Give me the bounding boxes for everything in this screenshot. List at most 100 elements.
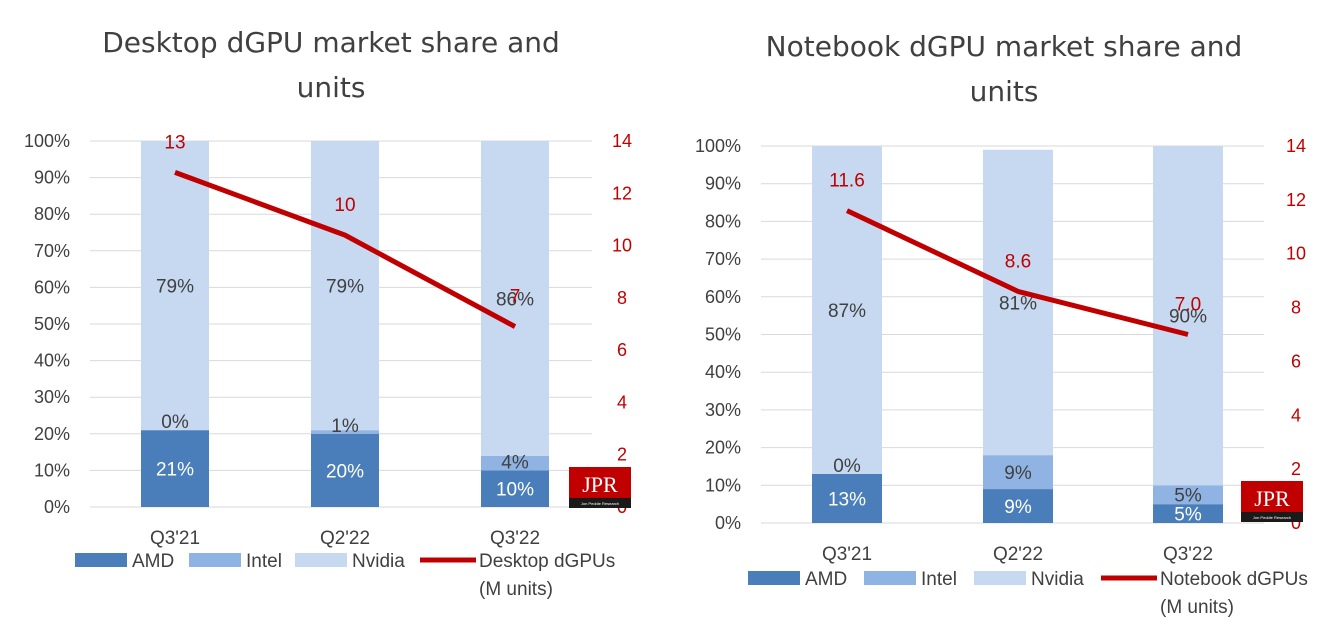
desktop-bar-amd — [481, 470, 549, 507]
desktop-y2-tick-label: 12 — [612, 183, 632, 203]
desktop-category-label: Q3'21 — [150, 528, 200, 549]
desktop-label-intel: 4% — [501, 452, 529, 473]
desktop-chart: Desktop dGPU market share and units 0% 10% 2… — [24, 26, 632, 600]
notebook-category-label: Q3'22 — [1163, 544, 1213, 565]
notebook-label-nvidia: 90% — [1169, 307, 1207, 328]
desktop-label-amd: 20% — [326, 461, 364, 482]
notebook-label-intel: 9% — [1004, 463, 1032, 484]
notebook-y2-tick-label: 10 — [1286, 244, 1306, 264]
notebook-legend-swatch-intel — [864, 571, 916, 585]
notebook-legend-swatch-amd — [748, 571, 800, 585]
notebook-y-tick-label: 10% — [705, 475, 741, 495]
desktop-y2-tick-label: 14 — [612, 131, 632, 151]
desktop-legend-label-amd: AMD — [132, 551, 174, 572]
notebook-bar-amd — [983, 489, 1053, 523]
notebook-y-tick-label: 40% — [705, 362, 741, 382]
notebook-y-tick-label: 80% — [705, 211, 741, 231]
desktop-y-tick-label: 30% — [34, 387, 70, 407]
notebook-y-tick-label: 90% — [705, 174, 741, 194]
desktop-units-label: 10 — [334, 195, 355, 216]
desktop-legend: AMD Intel Nvidia Desktop dGPUs (M units) — [75, 551, 615, 600]
desktop-y-tick-label: 40% — [34, 351, 70, 371]
desktop-label-intel: 0% — [161, 412, 189, 433]
notebook-bar-nvidia — [1153, 146, 1223, 486]
desktop-label-amd: 10% — [496, 480, 534, 501]
svg-text:JPR: JPR — [582, 472, 618, 497]
notebook-bar-amd — [1153, 504, 1223, 523]
desktop-legend-swatch-nvidia — [295, 553, 347, 567]
desktop-legend-swatch-intel — [189, 553, 241, 567]
notebook-bar-intel — [1153, 485, 1223, 505]
notebook-y-tick-label: 100% — [695, 136, 741, 156]
notebook-label-intel: 0% — [833, 456, 861, 477]
desktop-legend-swatch-amd — [75, 553, 127, 567]
notebook-category-label: Q2'22 — [993, 544, 1043, 565]
desktop-legend-label-nvidia: Nvidia — [352, 551, 405, 572]
desktop-bar-intel — [481, 455, 549, 471]
svg-text:Jon Peddie Research: Jon Peddie Research — [581, 501, 619, 506]
notebook-label-amd: 5% — [1174, 505, 1202, 526]
desktop-bar-nvidia — [311, 141, 379, 431]
desktop-y-tick-label: 90% — [34, 168, 70, 188]
desktop-category-label: Q3'22 — [490, 528, 540, 549]
notebook-legend-label-units: (M units) — [1160, 597, 1234, 618]
notebook-legend-label-nvidia: Nvidia — [1031, 569, 1084, 590]
desktop-label-intel: 1% — [331, 416, 359, 437]
desktop-y-tick-label: 60% — [34, 277, 70, 297]
notebook-chart: Notebook dGPU market share and units 0% 10%… — [695, 30, 1308, 618]
desktop-legend-label-units: Desktop dGPUs — [479, 551, 615, 572]
notebook-y-tick-label: 30% — [705, 400, 741, 420]
notebook-chart-title-line: units — [970, 75, 1039, 108]
desktop-bar-amd — [311, 433, 379, 507]
desktop-y-tick-label: 50% — [34, 314, 70, 334]
desktop-bar-intel — [311, 430, 379, 434]
desktop-units-line — [174, 170, 517, 329]
desktop-label-amd: 21% — [156, 460, 194, 481]
notebook-label-amd: 9% — [1004, 497, 1032, 518]
desktop-category-label: Q2'22 — [320, 528, 370, 549]
desktop-units-label: 7 — [510, 287, 521, 308]
desktop-legend-label-units: (M units) — [479, 579, 553, 600]
desktop-y-tick-label: 70% — [34, 241, 70, 261]
desktop-y2-tick-label: 6 — [617, 340, 627, 360]
desktop-y2-tick-label: 10 — [612, 236, 632, 256]
notebook-units-label: 7.0 — [1175, 295, 1201, 316]
desktop-y-tick-label: 100% — [24, 131, 70, 151]
desktop-y2-tick-label: 8 — [617, 288, 627, 308]
notebook-y2-tick-label: 6 — [1291, 351, 1301, 371]
desktop-units-label: 13 — [164, 132, 185, 153]
desktop-jpr-logo: JPR Jon Peddie Research — [569, 467, 631, 508]
notebook-y-tick-label: 0% — [715, 513, 741, 533]
desktop-label-nvidia: 79% — [326, 277, 364, 298]
notebook-units-label: 8.6 — [1005, 251, 1031, 272]
notebook-legend-label-units: Notebook dGPUs — [1160, 569, 1308, 590]
desktop-y-tick-label: 20% — [34, 424, 70, 444]
notebook-units-label: 11.6 — [829, 171, 865, 192]
desktop-chart-title-line: units — [297, 71, 366, 104]
notebook-bar-nvidia — [812, 146, 882, 474]
notebook-y2-tick-label: 0 — [1291, 513, 1301, 533]
notebook-bar-amd — [812, 473, 882, 523]
notebook-chart-title-line: Notebook dGPU market share and — [766, 30, 1243, 63]
notebook-bar-intel — [983, 455, 1053, 490]
desktop-bar-nvidia — [141, 141, 209, 431]
desktop-chart-title-line: Desktop dGPU market share and — [102, 26, 560, 59]
notebook-label-nvidia: 81% — [999, 293, 1037, 314]
notebook-y-tick-label: 60% — [705, 287, 741, 307]
desktop-bar-amd — [141, 430, 209, 507]
notebook-y-tick-label: 50% — [705, 325, 741, 345]
notebook-y2-tick-label: 14 — [1286, 136, 1306, 156]
notebook-bar-nvidia — [983, 149, 1053, 456]
notebook-legend-label-intel: Intel — [921, 569, 957, 590]
desktop-label-nvidia: 86% — [496, 289, 534, 310]
notebook-category-label: Q3'21 — [822, 544, 872, 565]
notebook-legend-label-amd: AMD — [805, 569, 847, 590]
notebook-label-amd: 13% — [828, 489, 866, 510]
notebook-units-line — [845, 208, 1189, 337]
notebook-y2-tick-label: 12 — [1286, 190, 1306, 210]
notebook-legend-swatch-nvidia — [974, 571, 1026, 585]
notebook-label-intel: 5% — [1174, 486, 1202, 507]
desktop-legend-label-intel: Intel — [246, 551, 282, 572]
desktop-y-tick-label: 10% — [34, 460, 70, 480]
notebook-jpr-logo: JPR Jon Peddie Research — [1241, 481, 1303, 522]
